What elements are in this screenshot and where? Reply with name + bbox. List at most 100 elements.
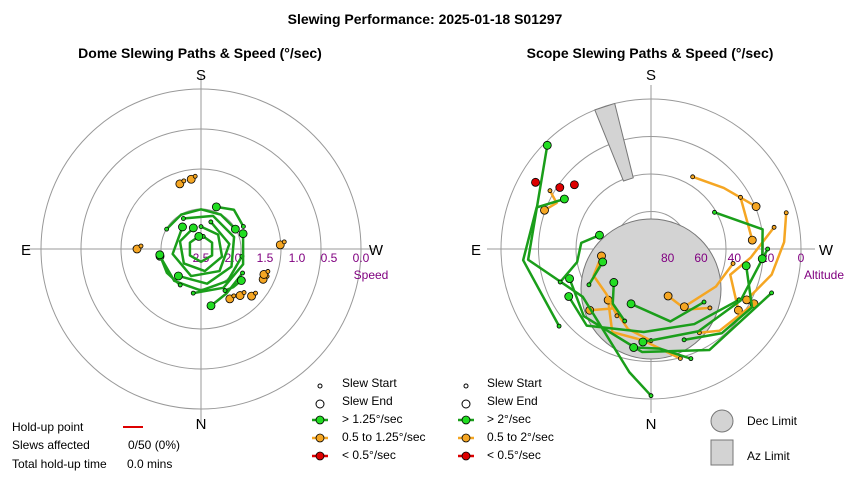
radial-tick-label: 1.0: [289, 251, 306, 265]
slew-marker: [241, 290, 247, 295]
legend-fast-marker: [461, 415, 471, 425]
scope-radial-ticks: 80 60 40 20 0: [661, 251, 805, 265]
scope-fast-path: [587, 261, 604, 286]
slew-marker: [206, 301, 216, 311]
dome-fast-track: [193, 233, 245, 295]
legend-end-marker: [315, 399, 325, 409]
slew-marker: [531, 177, 540, 187]
legend-slow-marker: [461, 451, 471, 461]
dome-chart-title: Dome Slewing Paths & Speed (°/sec): [78, 45, 322, 61]
legend-medium-marker: [315, 433, 325, 443]
scope-medium-path: [543, 190, 558, 212]
scope-fast-path: [633, 346, 692, 360]
slew-marker: [707, 305, 713, 311]
slew-marker: [769, 290, 774, 296]
slew-marker: [733, 305, 743, 315]
dome-data-layer: [132, 173, 287, 311]
slew-marker: [198, 224, 204, 230]
slew-marker: [679, 302, 689, 312]
dome-fast-track: [158, 254, 182, 286]
scope-legend-fast: > 2°/sec: [487, 412, 531, 426]
scope-legend-end: Slew End: [487, 394, 538, 408]
az-limit-region: [594, 102, 634, 182]
slew-marker: [281, 239, 287, 245]
dome-fast-track: [178, 214, 236, 285]
dome-compass-north: N: [196, 416, 207, 433]
slew-marker: [712, 209, 717, 215]
slew-marker: [192, 173, 198, 179]
scope-medium-path: [683, 262, 735, 308]
scope-legend-az-limit: Az Limit: [747, 449, 790, 463]
slew-marker: [614, 313, 620, 319]
slew-marker: [240, 270, 245, 276]
scope-medium-path: [589, 307, 652, 342]
slew-marker: [230, 224, 240, 234]
scope-fast-path: [568, 278, 773, 354]
slew-marker: [164, 226, 170, 232]
radial-tick-label: 0: [798, 251, 805, 265]
holdup-slews-label: Slews affected: [12, 438, 90, 452]
dome-fast-track: [188, 235, 214, 264]
scope-legend-slow: < 0.5°/sec: [487, 448, 541, 462]
slew-marker: [629, 343, 639, 352]
slew-marker: [208, 219, 214, 225]
dome-chart: Dome Slewing Paths & Speed (°/sec) S N E…: [21, 45, 388, 433]
scope-medium-path: [592, 255, 619, 317]
legend-medium-marker: [461, 433, 471, 443]
scope-legend-start: Slew Start: [487, 376, 542, 390]
slew-marker: [236, 276, 246, 285]
slew-marker: [690, 174, 696, 180]
slew-marker: [559, 194, 569, 204]
scope-compass-west: W: [819, 242, 834, 259]
slew-marker: [681, 337, 687, 343]
scope-legend-dec-limit: Dec Limit: [747, 414, 798, 428]
az-limit-swatch: [710, 439, 734, 466]
scope-legend: Slew Start Slew End > 2°/sec 0.5 to 2°/s…: [458, 376, 798, 466]
dome-legend-start: Slew Start: [342, 376, 397, 390]
holdup-time-label: Total hold-up time: [12, 457, 107, 471]
slew-marker: [155, 250, 165, 260]
dome-polar-grid: [27, 75, 375, 423]
scope-compass-south: S: [646, 67, 656, 84]
scope-chart: Scope Slewing Paths & Speed (°/sec) S N …: [471, 45, 844, 433]
scope-compass-north: N: [646, 416, 657, 433]
legend-end-marker: [461, 399, 471, 409]
radial-tick-label: 0.0: [353, 251, 370, 265]
slew-marker: [540, 205, 549, 215]
slew-marker: [542, 140, 552, 150]
legend-start-marker: [317, 383, 323, 389]
radial-tick-label: 80: [661, 251, 675, 265]
slew-marker: [595, 230, 604, 240]
slew-marker: [741, 261, 751, 271]
scope-medium-path: [699, 302, 755, 334]
holdup-time-value: 0.0 mins: [127, 457, 172, 471]
dome-legend-fast: > 1.25°/sec: [342, 412, 403, 426]
slew-marker: [547, 188, 553, 194]
dome-compass-east: E: [21, 242, 31, 259]
scope-legend-medium: 0.5 to 2°/sec: [487, 430, 554, 444]
radial-tick-label: 40: [728, 251, 742, 265]
slew-marker: [730, 261, 736, 266]
scope-fast-path: [526, 145, 652, 397]
scope-chart-title: Scope Slewing Paths & Speed (°/sec): [527, 45, 774, 61]
radial-tick-label: 1.5: [257, 251, 274, 265]
slew-marker: [569, 180, 579, 190]
slew-marker: [598, 257, 608, 267]
slew-marker: [556, 323, 562, 329]
dec-limit-region: [580, 218, 722, 360]
slew-marker: [564, 292, 574, 301]
scope-limit-regions: [580, 102, 722, 360]
slew-marker: [557, 279, 563, 285]
slew-marker: [565, 274, 574, 284]
slew-marker: [173, 271, 183, 281]
slew-marker: [238, 229, 248, 239]
slew-marker: [194, 231, 204, 241]
dome-legend-slow: < 0.5°/sec: [342, 448, 396, 462]
slew-marker: [626, 299, 636, 309]
legend-start-marker: [463, 383, 469, 389]
slew-marker: [138, 243, 144, 249]
dome-radial-ticks: 2.5 2.0 1.5 1.0 0.5 0.0: [193, 251, 370, 265]
slew-marker: [622, 318, 628, 324]
scope-medium-path: [745, 212, 788, 301]
dome-compass-south: S: [196, 67, 206, 84]
